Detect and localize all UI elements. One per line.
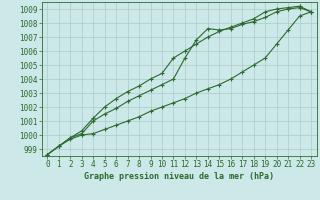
X-axis label: Graphe pression niveau de la mer (hPa): Graphe pression niveau de la mer (hPa) (84, 172, 274, 181)
